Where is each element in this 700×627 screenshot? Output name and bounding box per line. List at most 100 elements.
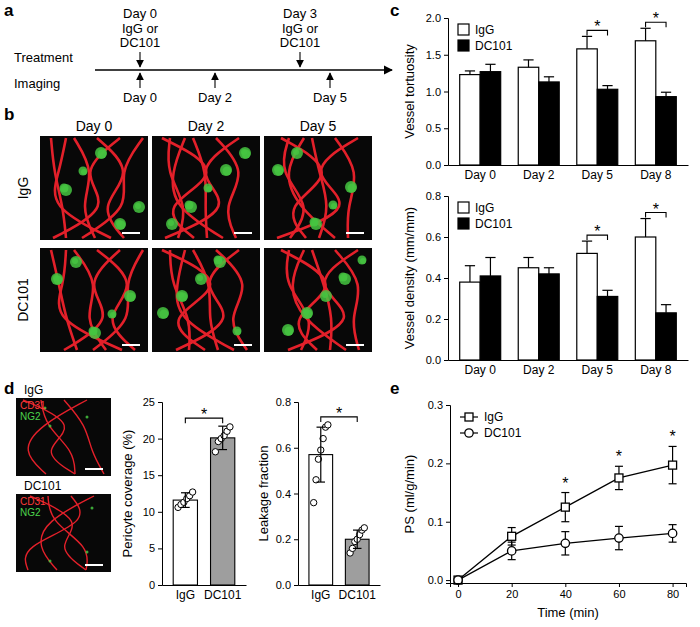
error-cap bbox=[181, 507, 190, 508]
tick-label: 10 bbox=[143, 506, 155, 518]
scale-bar bbox=[122, 232, 140, 234]
legend-marker bbox=[465, 413, 473, 421]
micrograph-texture bbox=[51, 273, 63, 285]
error-line bbox=[586, 241, 587, 253]
tick: DC101 bbox=[204, 585, 242, 602]
tick-mark bbox=[444, 319, 448, 320]
scale-bar bbox=[346, 232, 364, 234]
figure-svg: abcdeTreatmentImagingDay 0IgG orDC101Day… bbox=[0, 0, 700, 627]
tick-label: Day 5 bbox=[582, 168, 614, 182]
bar bbox=[656, 313, 676, 360]
micrograph-background bbox=[40, 136, 148, 240]
error-cap bbox=[317, 481, 326, 482]
micrograph-texture bbox=[301, 307, 313, 319]
tick-mark bbox=[294, 448, 298, 449]
tick-label: 0.0 bbox=[426, 354, 441, 366]
tick: 0.2 bbox=[426, 313, 448, 325]
bar bbox=[460, 282, 480, 360]
tick: Day 0 bbox=[465, 165, 497, 182]
error-cap bbox=[218, 426, 227, 427]
tick-label: DC101 bbox=[339, 588, 377, 602]
micrograph-texture bbox=[277, 138, 358, 238]
y-axis: 0.00.10.20.3 bbox=[428, 399, 451, 586]
axis-title: PS (ml/g/min) bbox=[402, 455, 417, 534]
data-point bbox=[310, 499, 316, 505]
error-bar bbox=[218, 426, 227, 449]
tick-label: DC101 bbox=[204, 588, 242, 602]
tick-mark bbox=[444, 360, 448, 361]
error-bar bbox=[465, 266, 475, 282]
micrograph-texture bbox=[282, 324, 294, 336]
tick-label: 80 bbox=[667, 588, 679, 600]
micrograph-texture bbox=[86, 551, 89, 554]
error-cap bbox=[669, 446, 677, 447]
treatment-day: Day 0 bbox=[123, 6, 157, 21]
error-line bbox=[185, 493, 186, 508]
treatment-text: IgG or bbox=[122, 21, 159, 36]
bar-chart: 0.00.20.40.60.8Day 0Day 2Day 5Day 8Vesse… bbox=[402, 190, 689, 376]
micrograph-texture bbox=[157, 307, 169, 319]
error-bar bbox=[317, 427, 326, 482]
treatment-day: Day 3 bbox=[283, 6, 317, 21]
tick-label: IgG bbox=[311, 588, 330, 602]
bar bbox=[597, 296, 617, 360]
micrograph bbox=[16, 494, 111, 572]
tick: 0.8 bbox=[276, 396, 298, 408]
error-bar bbox=[508, 528, 516, 546]
tick: 80 bbox=[667, 583, 679, 600]
error-bar bbox=[669, 446, 677, 483]
error-bar bbox=[602, 290, 612, 296]
error-cap bbox=[561, 492, 569, 493]
error-line bbox=[490, 258, 491, 276]
error-bar bbox=[485, 258, 495, 276]
error-line bbox=[528, 258, 529, 268]
axis-line bbox=[163, 585, 247, 586]
scale-bar bbox=[234, 232, 252, 234]
error-cap bbox=[615, 489, 623, 490]
axis-title: Vessel density (mm/mm) bbox=[402, 207, 417, 349]
micrograph-texture bbox=[54, 276, 63, 285]
tick-label: Day 0 bbox=[465, 168, 497, 182]
axis-line bbox=[158, 403, 163, 586]
micrograph-texture bbox=[310, 218, 322, 230]
axis-title: Leakage fraction bbox=[256, 445, 271, 541]
error-bar bbox=[523, 60, 533, 67]
tick-label: 0 bbox=[149, 579, 155, 591]
micrograph-texture bbox=[89, 327, 101, 339]
error-cap bbox=[561, 521, 569, 522]
tick-mark bbox=[444, 196, 448, 197]
tick-label: 15 bbox=[143, 469, 155, 481]
bar bbox=[173, 500, 197, 585]
error-bar bbox=[544, 268, 554, 274]
legend-marker bbox=[465, 429, 473, 437]
bar-chart: 0510152025IgGDC101Pericyte coverage (%)* bbox=[120, 396, 247, 602]
axis-line bbox=[444, 197, 449, 361]
micrograph-texture bbox=[345, 181, 357, 193]
bar bbox=[577, 253, 597, 360]
tick-label: 0.0 bbox=[276, 579, 291, 591]
tick: 0.4 bbox=[426, 272, 448, 284]
marks bbox=[454, 446, 677, 584]
series-line bbox=[458, 533, 673, 580]
line-chart: 0.00.10.20.3020406080PS (ml/g/min)Time (… bbox=[402, 399, 687, 620]
tick-label: Day 2 bbox=[523, 168, 555, 182]
tick: 20 bbox=[506, 583, 518, 600]
tick: 5 bbox=[149, 542, 162, 554]
data-point bbox=[668, 529, 676, 537]
micrograph-texture bbox=[272, 164, 284, 176]
micrograph-texture bbox=[59, 250, 122, 350]
tick: Day 8 bbox=[640, 165, 672, 182]
micrograph-texture bbox=[110, 312, 116, 318]
micrograph-background bbox=[152, 248, 260, 352]
treatment-text: IgG or bbox=[282, 21, 319, 36]
y-axis: 0.00.51.01.52.0 bbox=[426, 12, 449, 171]
stain-label: NG2 bbox=[20, 507, 41, 518]
error-bar bbox=[582, 36, 592, 48]
error-bar bbox=[523, 258, 533, 268]
data-point bbox=[615, 534, 623, 542]
panel-label: d bbox=[4, 379, 14, 398]
legend-label: DC101 bbox=[484, 426, 522, 440]
axis-title: Vessel tortuosity bbox=[402, 44, 417, 139]
micrograph-texture bbox=[275, 167, 284, 176]
tick-mark bbox=[158, 548, 162, 549]
